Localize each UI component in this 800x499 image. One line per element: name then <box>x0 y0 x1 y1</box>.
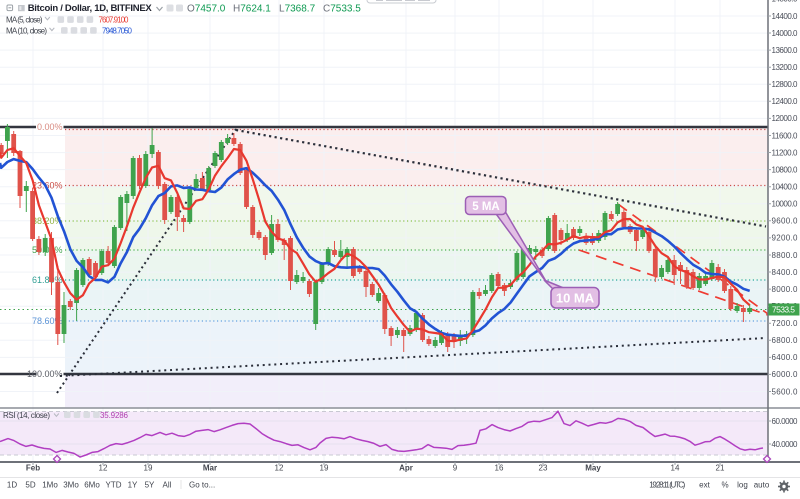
svg-text:3Mo: 3Mo <box>63 481 79 490</box>
svg-text:21: 21 <box>716 464 725 473</box>
svg-text:38.20%: 38.20% <box>32 216 63 226</box>
svg-text:MA (10, close): MA (10, close) <box>6 26 47 35</box>
svg-text:5D: 5D <box>25 481 35 490</box>
svg-text:8000.0: 8000.0 <box>772 285 799 294</box>
svg-text:14400.0: 14400.0 <box>772 12 799 21</box>
svg-text:12: 12 <box>275 464 284 473</box>
svg-text:14000.0: 14000.0 <box>772 29 799 38</box>
svg-text:7948.7050: 7948.7050 <box>102 26 133 35</box>
svg-text:MA (5, close): MA (5, close) <box>6 16 43 25</box>
svg-text:9600.0: 9600.0 <box>772 217 799 226</box>
svg-text:YTD: YTD <box>106 481 122 490</box>
svg-text:0.00%: 0.00% <box>37 122 63 132</box>
svg-text:log: log <box>737 481 748 490</box>
svg-text:%: % <box>721 481 728 490</box>
svg-text:10 MA: 10 MA <box>556 291 595 306</box>
svg-text:7200.0: 7200.0 <box>772 319 799 328</box>
svg-text:23: 23 <box>539 464 548 473</box>
svg-text:16: 16 <box>495 464 504 473</box>
svg-text:May: May <box>585 464 601 473</box>
svg-text:8800.0: 8800.0 <box>772 251 799 260</box>
svg-text:19: 19 <box>144 464 153 473</box>
svg-text:1D: 1D <box>7 481 17 490</box>
svg-text:61.80%: 61.80% <box>32 275 63 285</box>
svg-text:Go to...: Go to... <box>189 481 215 490</box>
svg-text:10400.0: 10400.0 <box>772 182 799 191</box>
svg-text:9: 9 <box>453 464 458 473</box>
svg-text:19:28:11 (UTC): 19:28:11 (UTC) <box>649 481 685 490</box>
svg-text:All: All <box>163 481 172 490</box>
svg-text:10000.0: 10000.0 <box>772 200 799 209</box>
svg-text:40.0000: 40.0000 <box>772 440 799 449</box>
svg-text:35.9286: 35.9286 <box>100 411 129 420</box>
svg-text:100.00%: 100.00% <box>27 369 63 379</box>
svg-text:6Mo: 6Mo <box>84 481 100 490</box>
svg-text:1Mo: 1Mo <box>42 481 58 490</box>
svg-text:5Y: 5Y <box>145 481 155 490</box>
svg-text:12: 12 <box>99 464 108 473</box>
svg-text:6000.0: 6000.0 <box>772 370 799 379</box>
svg-text:14: 14 <box>671 464 680 473</box>
svg-text:23.60%: 23.60% <box>32 181 63 191</box>
svg-text:14800.0: 14800.0 <box>772 0 799 4</box>
svg-text:10800.0: 10800.0 <box>772 165 799 174</box>
svg-text:5600.0: 5600.0 <box>772 387 799 396</box>
svg-text:ext: ext <box>699 481 710 490</box>
svg-text:7607.9100: 7607.9100 <box>99 16 130 25</box>
svg-text:6400.0: 6400.0 <box>772 353 799 362</box>
svg-text:Mar: Mar <box>203 464 217 473</box>
svg-text:Feb: Feb <box>26 464 40 473</box>
svg-text:Apr: Apr <box>399 464 413 473</box>
svg-text:Bitcoin / Dollar, 1D, BITFINEX: Bitcoin / Dollar, 1D, BITFINEX <box>28 3 153 14</box>
svg-text:RSI (14, close): RSI (14, close) <box>3 411 50 420</box>
svg-text:13600.0: 13600.0 <box>772 46 799 55</box>
svg-text:12800.0: 12800.0 <box>772 80 799 89</box>
svg-text:78.60%: 78.60% <box>32 316 63 326</box>
svg-text:1Y: 1Y <box>128 481 138 490</box>
svg-text:8400.0: 8400.0 <box>772 268 799 277</box>
svg-text:19: 19 <box>320 464 329 473</box>
svg-text:60.0000: 60.0000 <box>772 417 799 426</box>
svg-text:9200.0: 9200.0 <box>772 234 799 243</box>
svg-text:13200.0: 13200.0 <box>772 63 799 72</box>
svg-text:6800.0: 6800.0 <box>772 336 799 345</box>
svg-text:7533.5: 7533.5 <box>772 305 795 315</box>
svg-text:11600.0: 11600.0 <box>772 131 799 140</box>
svg-text:5 MA: 5 MA <box>472 201 499 213</box>
svg-text:12000.0: 12000.0 <box>772 114 799 123</box>
svg-text:11200.0: 11200.0 <box>772 148 799 157</box>
svg-text:12400.0: 12400.0 <box>772 97 799 106</box>
svg-text:auto: auto <box>754 481 770 490</box>
